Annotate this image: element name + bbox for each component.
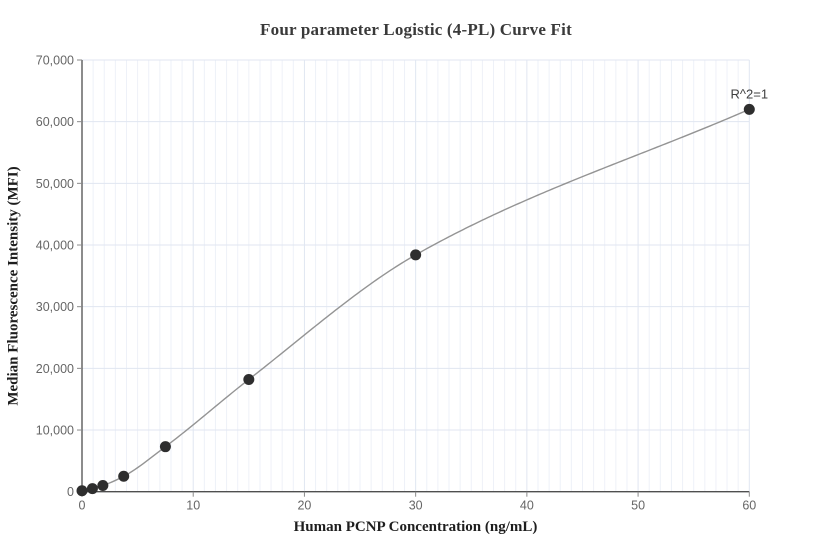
x-tick-label: 0 xyxy=(79,499,86,513)
data-point xyxy=(118,470,130,482)
data-point xyxy=(743,103,755,115)
y-tick-label: 0 xyxy=(67,485,74,499)
y-tick-label: 60,000 xyxy=(36,115,74,129)
chart-title: Four parameter Logistic (4-PL) Curve Fit xyxy=(260,20,572,39)
x-tick-label: 40 xyxy=(520,499,534,513)
x-tick-label: 50 xyxy=(631,499,645,513)
data-point xyxy=(76,485,88,497)
data-point xyxy=(410,249,422,261)
x-tick-label: 30 xyxy=(409,499,423,513)
x-axis-title: Human PCNP Concentration (ng/mL) xyxy=(293,519,538,535)
y-tick-label: 70,000 xyxy=(36,54,74,68)
data-point xyxy=(243,373,255,385)
y-tick-label: 30,000 xyxy=(36,300,74,314)
data-point xyxy=(159,441,171,453)
y-axis-title: Median Fluorescence Intensity (MFI) xyxy=(5,166,22,406)
data-point xyxy=(86,483,98,495)
x-tick-label: 10 xyxy=(186,499,200,513)
y-tick-label: 20,000 xyxy=(36,362,74,376)
y-tick-label: 40,000 xyxy=(36,239,74,253)
x-tick-label: 60 xyxy=(742,499,756,513)
y-tick-label: 50,000 xyxy=(36,177,74,191)
r-squared-annotation: R^2=1 xyxy=(731,86,769,101)
x-tick-label: 20 xyxy=(297,499,311,513)
y-tick-label: 10,000 xyxy=(36,424,74,438)
data-point xyxy=(97,480,109,492)
